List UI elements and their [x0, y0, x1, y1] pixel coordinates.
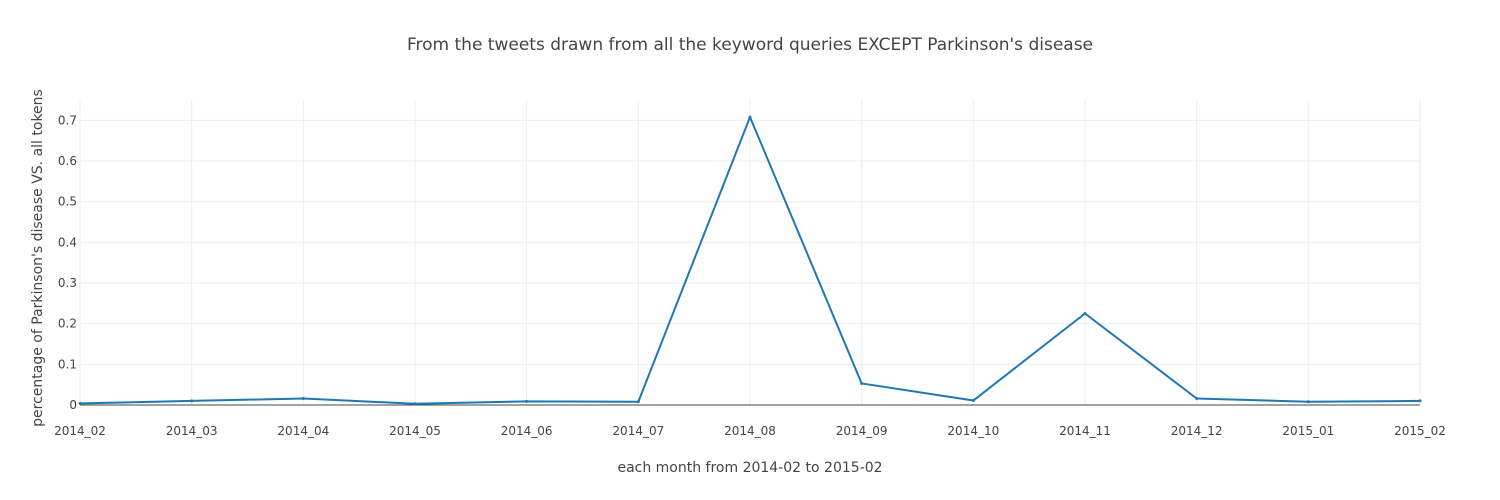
y-tick-label: 0.7 [58, 113, 77, 127]
data-point [525, 399, 529, 403]
x-tick-label: 2014_02 [54, 424, 106, 438]
y-tick-label: 0.1 [58, 357, 77, 371]
data-point [301, 396, 305, 400]
x-tick-label: 2014_05 [389, 424, 441, 438]
x-tick-label: 2014_11 [1059, 424, 1111, 438]
y-tick-label: 0.3 [58, 276, 77, 290]
x-axis-title: each month from 2014-02 to 2015-02 [617, 460, 882, 476]
axis-layer: 2014_02 2014_03 2014_04 2014_05 2014_06 2014_… [54, 113, 1446, 438]
data-point [413, 402, 417, 406]
x-tick-label: 2014_12 [1171, 424, 1223, 438]
x-tick-label: 2014_10 [947, 424, 999, 438]
x-tick-label: 2014_06 [501, 424, 553, 438]
y-tick-label: 0.2 [58, 317, 77, 331]
data-point [1195, 396, 1199, 400]
data-point [748, 115, 752, 119]
x-tick-label: 2014_08 [724, 424, 776, 438]
x-tick-label: 2014_07 [612, 424, 664, 438]
data-point [190, 399, 194, 403]
y-axis-title: percentage of Parkinson's disease VS. al… [30, 89, 46, 427]
y-tick-label: 0 [69, 398, 77, 412]
data-point [971, 399, 975, 403]
data-point [636, 400, 640, 404]
data-point [1418, 399, 1422, 403]
x-tick-label: 2014_03 [166, 424, 218, 438]
chart-title: From the tweets drawn from all the keywo… [407, 35, 1093, 55]
y-tick-label: 0.6 [58, 154, 77, 168]
data-point [1083, 312, 1087, 315]
series-layer [78, 115, 1422, 406]
y-tick-label: 0.5 [58, 195, 77, 209]
x-tick-label: 2015_01 [1282, 424, 1334, 438]
x-tick-label: 2014_09 [836, 424, 888, 438]
x-tick-label: 2015_02 [1394, 424, 1446, 438]
data-point [860, 381, 864, 385]
y-tick-label: 0.4 [58, 235, 77, 249]
x-tick-label: 2014_04 [277, 424, 329, 438]
grid-layer [79, 100, 1421, 405]
data-point [78, 401, 82, 405]
data-point [1306, 400, 1310, 404]
